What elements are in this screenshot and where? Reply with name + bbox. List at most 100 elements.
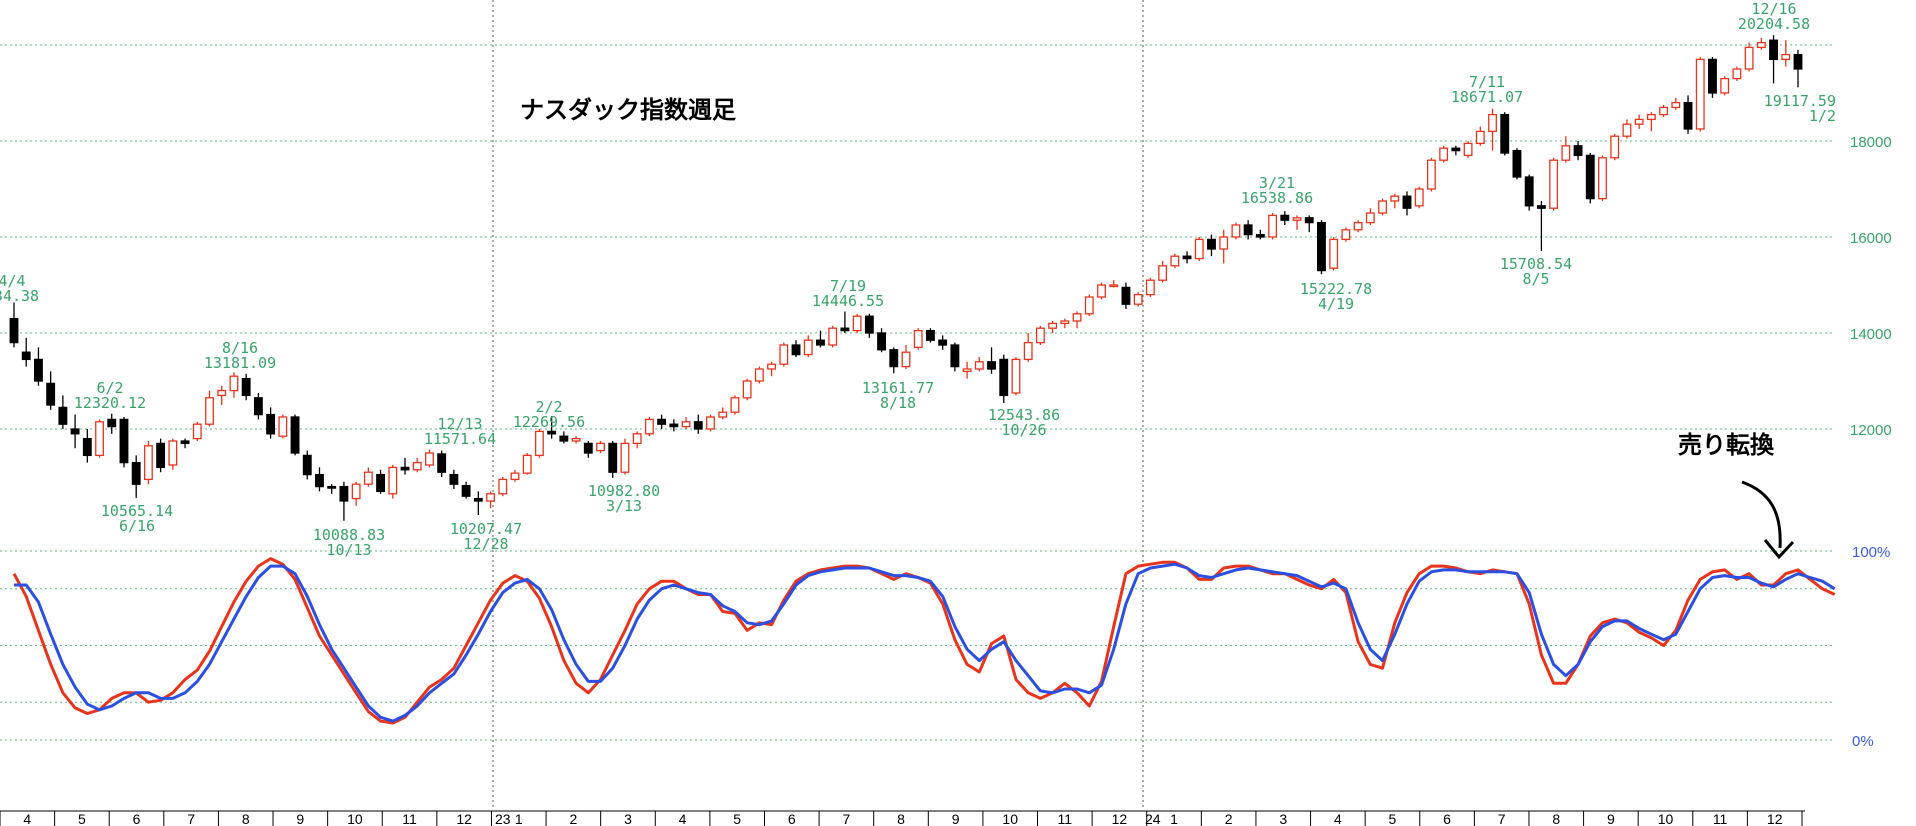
candle-down bbox=[950, 344, 960, 368]
candle-up bbox=[1268, 214, 1278, 238]
candle-down bbox=[864, 315, 874, 334]
candle-up bbox=[852, 315, 862, 332]
price-tick-label: 14000 bbox=[1850, 326, 1892, 343]
candle-up bbox=[1329, 238, 1339, 269]
annotation-line: 8/18 bbox=[880, 394, 916, 412]
price-annotation: 2/2 12269.56 bbox=[513, 398, 585, 431]
month-label: 6 bbox=[1443, 811, 1451, 826]
annotation-line: 20204.58 bbox=[1738, 15, 1810, 33]
price-annotation: 19117.59 1/2 bbox=[1764, 92, 1836, 125]
candle-down bbox=[156, 442, 166, 469]
candle-down bbox=[791, 344, 801, 356]
signal-label: 売り転換 bbox=[1678, 431, 1775, 459]
candle-down bbox=[1243, 224, 1253, 236]
year-label: 24 bbox=[1145, 811, 1161, 826]
price-annotation: 6/2 12320.12 bbox=[74, 379, 146, 412]
candle-up bbox=[962, 368, 972, 373]
candle-down bbox=[82, 437, 92, 457]
candle-up bbox=[1756, 41, 1766, 49]
chart-title: ナスダック指数週足 bbox=[520, 96, 736, 124]
candle-down bbox=[266, 413, 276, 435]
candle-down bbox=[131, 461, 141, 485]
candle-down bbox=[840, 327, 850, 332]
candle-up bbox=[1097, 284, 1106, 298]
candle-down bbox=[1793, 53, 1803, 70]
candle-down bbox=[1280, 214, 1290, 221]
candle-up bbox=[644, 418, 654, 435]
annotation-line: 12/28 bbox=[463, 535, 508, 553]
candle-down bbox=[9, 317, 19, 344]
candle-down bbox=[1402, 195, 1412, 209]
candle-up bbox=[1158, 265, 1168, 281]
candle-down bbox=[1304, 217, 1314, 224]
candle-up bbox=[1194, 238, 1204, 260]
month-label: 5 bbox=[1389, 811, 1397, 826]
candle-down bbox=[34, 358, 43, 382]
candle-down bbox=[1121, 286, 1131, 305]
candle-up bbox=[1072, 313, 1082, 322]
candle-up bbox=[1488, 113, 1497, 133]
oscillator-tick-label: 100% bbox=[1852, 544, 1890, 561]
candle-up bbox=[1720, 77, 1730, 94]
candle-up bbox=[534, 430, 544, 457]
candle-up bbox=[767, 363, 777, 370]
month-label: 12 bbox=[1112, 811, 1128, 826]
price-annotation: 4/4634.38 bbox=[0, 272, 39, 305]
candle-up bbox=[1561, 145, 1571, 161]
candle-up bbox=[779, 344, 789, 365]
price-tick-label: 16000 bbox=[1850, 230, 1892, 247]
candle-up bbox=[620, 442, 630, 473]
annotation-line: 10/13 bbox=[326, 541, 371, 559]
candle-up bbox=[1378, 200, 1387, 214]
candle-up bbox=[351, 483, 361, 500]
candle-up bbox=[1671, 101, 1681, 109]
candle-down bbox=[547, 430, 557, 435]
candle-up bbox=[425, 452, 434, 466]
candle-up bbox=[1634, 118, 1644, 125]
candle-up bbox=[229, 375, 239, 392]
price-annotation: 3/21 16538.86 bbox=[1241, 174, 1313, 207]
candle-down bbox=[302, 454, 312, 476]
candle-down bbox=[70, 428, 80, 435]
candle-down bbox=[449, 473, 459, 485]
month-label: 9 bbox=[952, 811, 960, 826]
price-annotation: 13161.77 8/18 bbox=[862, 379, 934, 412]
price-annotation: 10982.80 3/13 bbox=[588, 482, 660, 515]
month-label: 3 bbox=[624, 811, 632, 826]
candle-up bbox=[388, 466, 398, 495]
price-annotation: 12/16 20204.58 bbox=[1738, 0, 1810, 33]
month-label: 2 bbox=[569, 811, 577, 826]
annotation-line: 12/16 bbox=[1751, 0, 1796, 18]
candle-up bbox=[1219, 236, 1229, 250]
annotation-line: 6/16 bbox=[119, 517, 155, 535]
annotation-line: 18671.07 bbox=[1451, 88, 1523, 106]
candle-down bbox=[1512, 149, 1522, 178]
candle-up bbox=[486, 493, 495, 502]
candle-down bbox=[180, 440, 190, 445]
annotation-line: 4/19 bbox=[1318, 295, 1354, 313]
candle-up bbox=[168, 440, 178, 466]
month-label: 11 bbox=[402, 811, 417, 826]
candle-up bbox=[205, 397, 214, 425]
candle-up bbox=[730, 397, 740, 413]
annotation-line: 11571.64 bbox=[424, 430, 496, 448]
month-label: 10 bbox=[1002, 811, 1018, 826]
candle-down bbox=[437, 453, 447, 473]
annotation-line: 2/2 bbox=[535, 398, 562, 416]
annotation-line: 6/2 bbox=[96, 379, 123, 397]
month-label: 9 bbox=[296, 811, 304, 826]
candle-down bbox=[400, 466, 410, 471]
candle-up bbox=[1610, 135, 1620, 159]
candle-up bbox=[1598, 157, 1607, 200]
candle-up bbox=[278, 416, 288, 437]
candle-down bbox=[107, 418, 117, 428]
candle-down bbox=[1769, 39, 1778, 61]
candle-down bbox=[1182, 255, 1192, 260]
candle-up bbox=[1659, 106, 1669, 116]
annotation-line: 19117.59 bbox=[1764, 92, 1836, 110]
candle-up bbox=[363, 471, 373, 485]
candle-down bbox=[376, 473, 386, 493]
annotation-line: 10982.80 bbox=[588, 482, 660, 500]
annotation-line: 13161.77 bbox=[862, 379, 934, 397]
candle-up bbox=[1463, 142, 1473, 157]
